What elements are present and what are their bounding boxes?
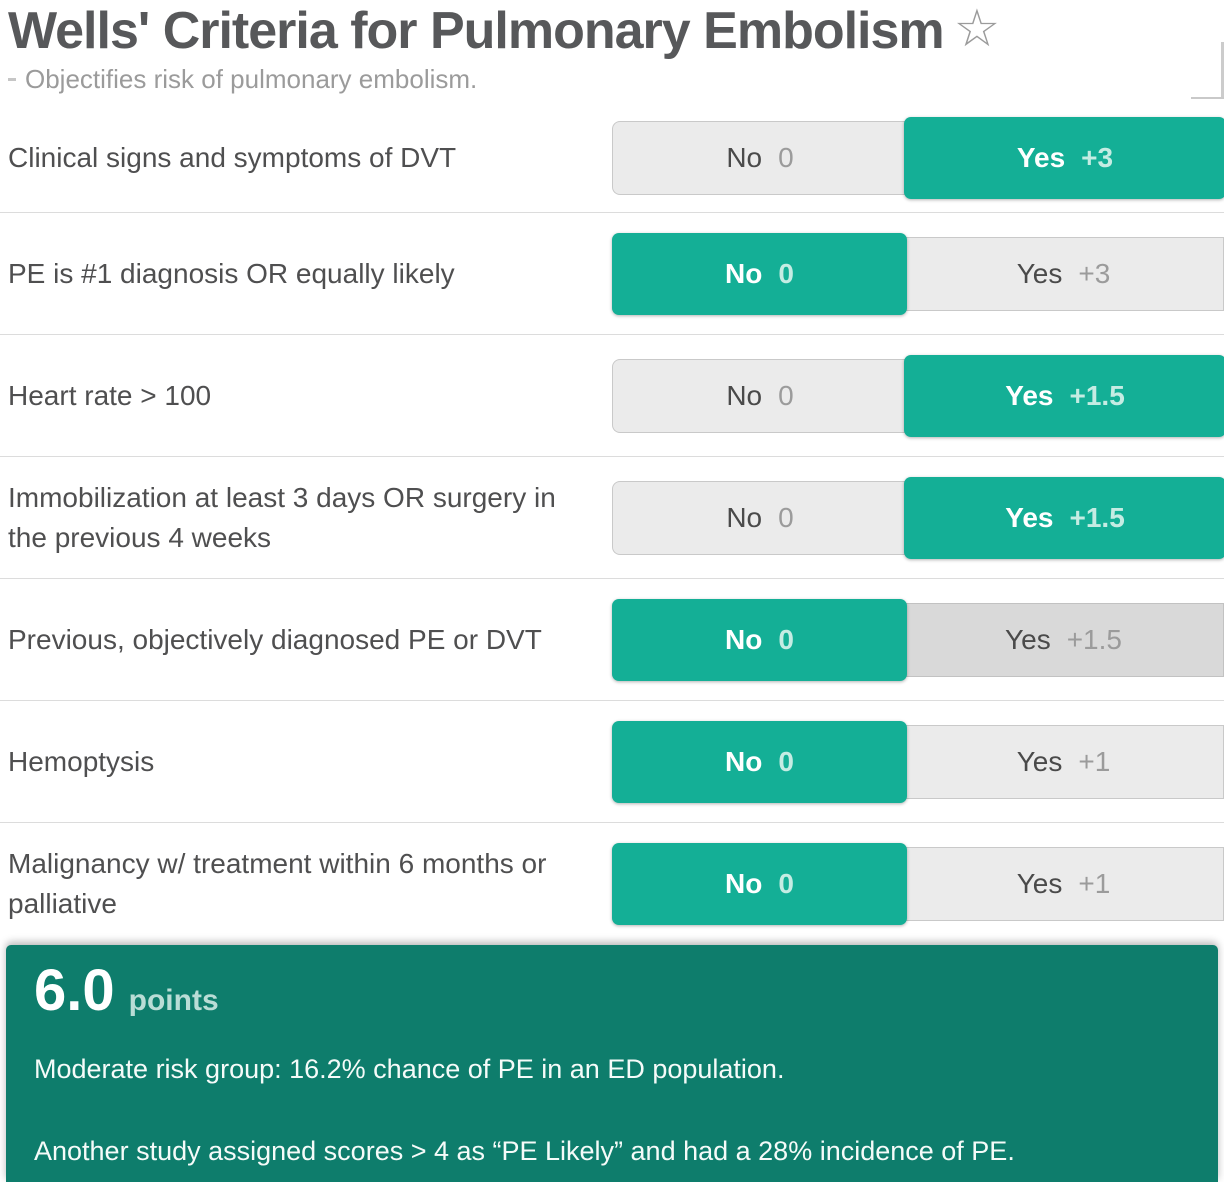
- answer-score: +3: [1078, 257, 1111, 289]
- question-row-hemoptysis: Hemoptysis No 0 Yes +1: [0, 700, 1224, 822]
- question-label: PE is #1 diagnosis OR equally likely: [8, 257, 455, 289]
- page-title-text: Wells' Criteria for Pulmonary Embolism: [8, 2, 945, 60]
- subtitle-row: Objectifies risk of pulmonary embolism.: [8, 64, 1224, 95]
- question-label: Hemoptysis: [8, 745, 155, 777]
- answer-no-button[interactable]: No 0: [612, 480, 907, 555]
- answer-score: 0: [778, 745, 794, 777]
- answer-yes-button[interactable]: Yes +1: [904, 846, 1224, 921]
- answer-score: +1.5: [1066, 623, 1122, 655]
- page-title: Wells' Criteria for Pulmonary Embolism ☆: [8, 0, 1224, 60]
- answer-score: +1.5: [1069, 379, 1125, 411]
- question-row-previous-pe-dvt: Previous, objectively diagnosed PE or DV…: [0, 578, 1224, 700]
- answer-score: 0: [778, 623, 794, 655]
- question-label: Previous, objectively diagnosed PE or DV…: [8, 623, 542, 655]
- answer-score: 0: [778, 257, 794, 289]
- answer-yes-button[interactable]: Yes +1.5: [904, 354, 1224, 437]
- answer-yes-button[interactable]: Yes +3: [904, 236, 1224, 311]
- question-row-pe-top-diagnosis: PE is #1 diagnosis OR equally likely No 0…: [0, 212, 1224, 334]
- question-row-heart-rate: Heart rate > 100 No 0 Yes +1.5: [0, 334, 1224, 456]
- answer-no-button[interactable]: No 0: [612, 232, 907, 315]
- question-label: Immobilization at least 3 days OR surger…: [8, 481, 556, 553]
- answer-toggle-group: No 0 Yes +3: [612, 232, 1224, 315]
- result-panel: 6.0 points Moderate risk group: 16.2% ch…: [6, 945, 1218, 1182]
- score-value: 6.0: [34, 958, 115, 1023]
- calculator-header: Wells' Criteria for Pulmonary Embolism ☆ …: [0, 0, 1224, 104]
- cropped-right-panel-border: [1221, 42, 1224, 98]
- answer-toggle-group: No 0 Yes +1.5: [612, 354, 1224, 437]
- answer-score: +1: [1078, 745, 1111, 777]
- answer-no-button[interactable]: No 0: [612, 842, 907, 925]
- answer-score: 0: [778, 867, 794, 899]
- answer-yes-button[interactable]: Yes +1.5: [904, 602, 1224, 677]
- score-unit: points: [128, 984, 219, 1017]
- question-row-immobilization: Immobilization at least 3 days OR surger…: [0, 456, 1224, 578]
- answer-toggle-group: No 0 Yes +1: [612, 720, 1224, 803]
- risk-group-description: Moderate risk group: 16.2% chance of PE …: [34, 1053, 785, 1084]
- answer-no-button[interactable]: No 0: [612, 598, 907, 681]
- question-row-dvt-signs: Clinical signs and symptoms of DVT No 0 Y…: [0, 104, 1224, 212]
- answer-yes-button[interactable]: Yes +1.5: [904, 476, 1224, 559]
- answer-score: +1: [1078, 867, 1111, 899]
- answer-yes-button[interactable]: Yes +3: [904, 117, 1224, 199]
- question-row-malignancy: Malignancy w/ treatment within 6 months …: [0, 822, 1224, 944]
- answer-toggle-group: No 0 Yes +1.5: [612, 476, 1224, 559]
- answer-score: +1.5: [1069, 501, 1125, 533]
- answer-yes-button[interactable]: Yes +1: [904, 724, 1224, 799]
- question-label: Heart rate > 100: [8, 379, 212, 411]
- subtitle-dash: [8, 78, 16, 82]
- question-label: Clinical signs and symptoms of DVT: [8, 142, 457, 174]
- risk-study-note: Another study assigned scores > 4 as “PE…: [34, 1135, 1015, 1166]
- cropped-right-panel-edge: [1191, 97, 1224, 99]
- answer-score: 0: [778, 501, 794, 533]
- answer-no-button[interactable]: No 0: [612, 121, 907, 195]
- question-list: Clinical signs and symptoms of DVT No 0 Y…: [0, 104, 1224, 944]
- answer-score: +3: [1081, 142, 1114, 173]
- answer-toggle-group: No 0 Yes +1: [612, 842, 1224, 925]
- answer-no-button[interactable]: No 0: [612, 720, 907, 803]
- answer-no-button[interactable]: No 0: [612, 358, 907, 433]
- question-label: Malignancy w/ treatment within 6 months …: [8, 847, 547, 919]
- answer-score: 0: [778, 379, 794, 411]
- calculator-description: Objectifies risk of pulmonary embolism.: [25, 64, 478, 95]
- answer-toggle-group: No 0 Yes +3: [612, 117, 1224, 199]
- answer-score: 0: [778, 142, 794, 173]
- favorite-star-icon[interactable]: ☆: [953, 0, 1001, 58]
- score-line: 6.0 points: [34, 959, 1190, 1023]
- answer-toggle-group: No 0 Yes +1.5: [612, 598, 1224, 681]
